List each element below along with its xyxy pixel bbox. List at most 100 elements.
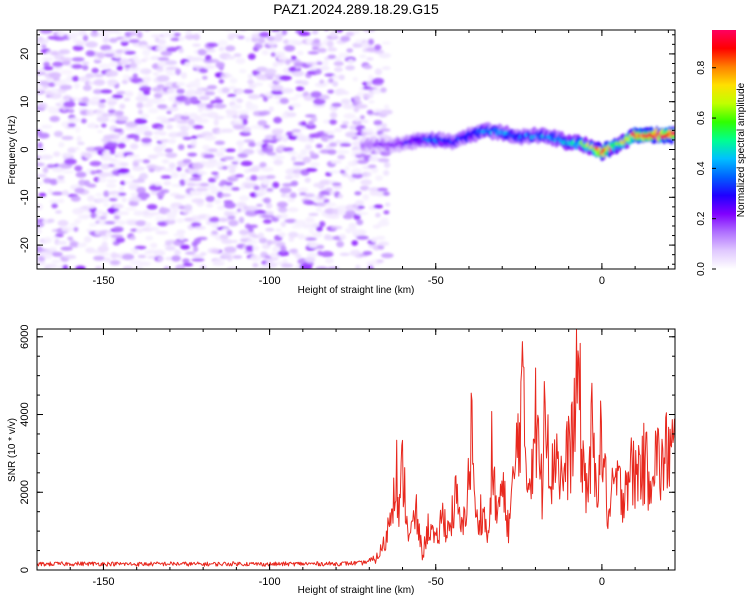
heatmap-cell <box>327 266 340 269</box>
heatmap-cell <box>361 131 374 136</box>
heatmap-cell <box>331 182 342 186</box>
heatmap-cell <box>304 256 316 263</box>
heatmap-cell <box>217 205 225 211</box>
heatmap-cell <box>256 203 263 207</box>
heatmap-cell <box>155 230 169 235</box>
heatmap-cell <box>90 96 102 102</box>
heatmap-cell <box>248 142 256 147</box>
heatmap-cell <box>265 227 275 232</box>
heatmap-cell <box>75 126 81 133</box>
heatmap-cell <box>98 63 111 69</box>
heatmap-cell <box>196 118 209 124</box>
heatmap-cell <box>59 84 73 91</box>
heatmap-cell <box>383 161 391 169</box>
heatmap-cell <box>178 47 184 54</box>
heatmap-cell <box>231 161 239 165</box>
heatmap-cell <box>374 49 385 54</box>
heatmap-cell <box>287 135 299 140</box>
heatmap-cell <box>77 141 85 146</box>
heatmap-cell <box>165 168 176 173</box>
heatmap-cell <box>259 93 265 98</box>
heatmap-cell <box>182 158 192 164</box>
heatmap-cell <box>93 89 103 95</box>
heatmap-cell <box>329 142 338 147</box>
heatmap-cell <box>272 181 280 189</box>
heatmap-cell <box>109 37 118 43</box>
spectrogram-y-label: Frequency (Hz) <box>7 116 18 185</box>
heatmap-cell <box>150 34 161 38</box>
heatmap-cell <box>179 179 186 187</box>
heatmap-cell <box>106 182 117 189</box>
heatmap-cell <box>225 181 233 186</box>
heatmap-cell <box>56 179 66 184</box>
heatmap-cell <box>258 37 266 44</box>
heatmap-cell <box>131 166 145 172</box>
heatmap-cell <box>43 66 54 71</box>
heatmap-cell <box>379 128 391 132</box>
heatmap-cell <box>356 219 364 226</box>
heatmap-cell <box>346 48 354 53</box>
heatmap-cell <box>94 23 103 27</box>
heatmap-cell <box>329 119 337 125</box>
heatmap-cell <box>124 207 137 211</box>
heatmap-cell <box>85 41 98 48</box>
heatmap-cell <box>129 61 138 69</box>
heatmap-cell <box>227 93 237 98</box>
heatmap-cell <box>46 23 57 30</box>
heatmap-cell <box>219 234 229 240</box>
heatmap-cell <box>247 73 253 80</box>
heatmap-cell <box>201 75 208 80</box>
heatmap-cell <box>180 23 190 28</box>
heatmap-cell <box>82 34 89 42</box>
heatmap-cell <box>305 237 318 241</box>
heatmap-cell <box>273 35 283 42</box>
heatmap-cell <box>70 195 81 202</box>
heatmap-cell <box>310 161 320 168</box>
heatmap-cell <box>228 86 237 90</box>
heatmap-cell <box>359 115 365 120</box>
heatmap-cell <box>187 152 198 157</box>
heatmap-cell <box>284 218 298 224</box>
heatmap-cell <box>82 84 92 91</box>
heatmap-cell <box>278 207 288 213</box>
heatmap-cell <box>259 162 267 168</box>
heatmap-cell <box>268 106 274 112</box>
heatmap-cell <box>48 72 62 79</box>
heatmap-cell <box>185 251 196 255</box>
heatmap-cell <box>170 37 180 42</box>
heatmap-cell <box>266 188 274 192</box>
heatmap-cell <box>267 40 278 46</box>
heatmap-cell <box>298 135 311 143</box>
heatmap-cell <box>265 202 273 209</box>
heatmap-cell <box>76 135 82 142</box>
heatmap-cell <box>93 255 105 261</box>
heatmap-cell <box>100 163 111 170</box>
heatmap-cell <box>247 94 261 100</box>
heatmap-cell <box>188 167 199 174</box>
heatmap-cell <box>101 241 108 248</box>
heatmap-cell <box>68 117 81 123</box>
heatmap-cell <box>307 120 314 126</box>
heatmap-cell <box>44 254 53 260</box>
heatmap-cell <box>121 79 129 85</box>
heatmap-cell <box>192 43 201 47</box>
heatmap-cell <box>252 245 260 251</box>
heatmap-cell <box>303 193 316 198</box>
heatmap-cell <box>136 228 143 234</box>
heatmap-cell <box>207 158 218 164</box>
heatmap-cell <box>337 209 347 216</box>
heatmap-cell <box>239 30 248 32</box>
heatmap-cell <box>74 165 83 172</box>
heatmap-cell <box>343 113 356 119</box>
heatmap-cell <box>90 212 97 219</box>
heatmap-cell <box>109 60 119 68</box>
heatmap-cell <box>242 126 252 133</box>
heatmap-cell <box>311 41 323 48</box>
heatmap-cell <box>115 110 124 116</box>
heatmap-cell <box>205 195 215 202</box>
heatmap-cell <box>250 254 262 262</box>
heatmap-cell <box>264 68 277 75</box>
heatmap-cell <box>88 222 97 227</box>
heatmap-cell <box>172 206 179 214</box>
heatmap-cell <box>378 52 391 59</box>
